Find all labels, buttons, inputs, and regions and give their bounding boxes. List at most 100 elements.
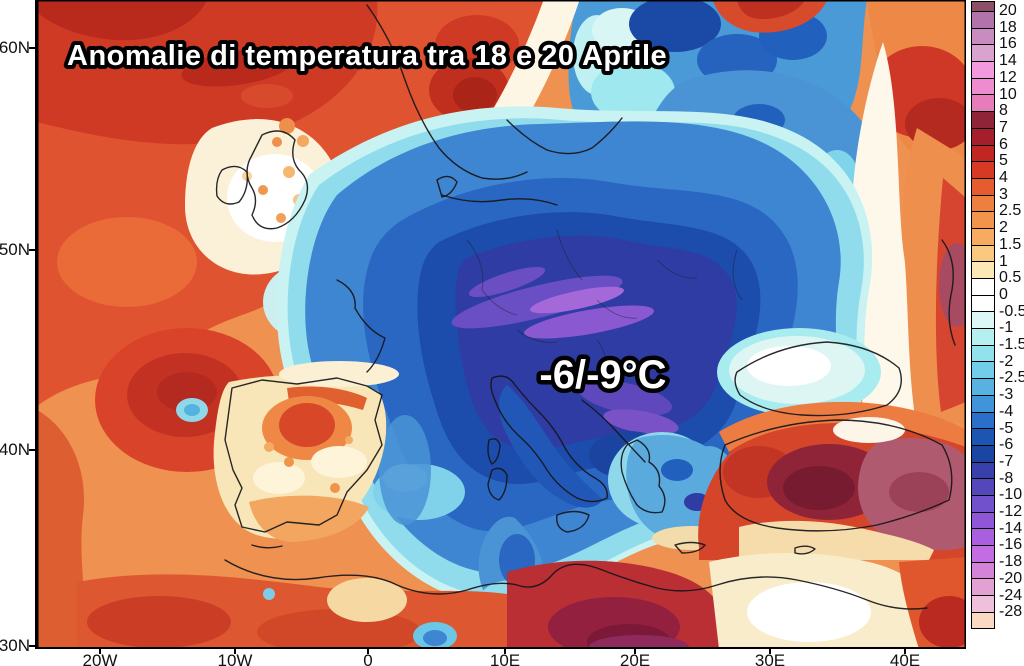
colorbar-segment bbox=[972, 344, 994, 362]
longitude-axis-line bbox=[35, 647, 966, 649]
colorbar-tick-label: 3 bbox=[999, 185, 1008, 203]
lat-tick bbox=[29, 645, 36, 647]
colorbar-tick-label: -5 bbox=[999, 419, 1014, 437]
colorbar-segment bbox=[972, 111, 994, 128]
colorbar-tick-label: 0 bbox=[999, 285, 1008, 303]
black-sea-region bbox=[717, 328, 881, 416]
colorbar-segment bbox=[972, 545, 994, 562]
colorbar-tick-label: 8 bbox=[999, 102, 1008, 120]
colorbar-tick-label: -7 bbox=[999, 452, 1014, 470]
colorbar-tick-label: 1.5 bbox=[999, 235, 1022, 253]
coastlines bbox=[215, 4, 956, 610]
colorbar-segment bbox=[972, 77, 994, 95]
colorbar-tick-label: -20 bbox=[999, 569, 1023, 587]
colorbar-segment bbox=[972, 294, 994, 312]
colorbar-tick-label: -1 bbox=[999, 319, 1014, 337]
colorbar bbox=[971, 1, 995, 630]
colorbar-segment bbox=[972, 127, 994, 145]
colorbar-tick-label: -28 bbox=[999, 603, 1023, 621]
colorbar-segment bbox=[972, 611, 994, 629]
lon-tick bbox=[234, 647, 236, 654]
colorbar-tick-label: 14 bbox=[999, 52, 1017, 70]
colorbar-tick-label: -14 bbox=[999, 519, 1023, 537]
lon-tick bbox=[769, 647, 771, 654]
lat-label: 40N bbox=[0, 440, 30, 459]
colorbar-tick-label: 20 bbox=[999, 2, 1017, 19]
colorbar-segment bbox=[972, 278, 994, 295]
colorbar-segment bbox=[972, 177, 994, 195]
lon-label: 30E bbox=[754, 651, 786, 666]
colorbar-segment bbox=[972, 94, 994, 112]
colorbar-segment bbox=[972, 461, 994, 479]
colorbar-segment bbox=[972, 144, 994, 162]
colorbar-segment bbox=[972, 478, 994, 495]
colorbar-segment bbox=[972, 528, 994, 545]
colorbar-segment bbox=[972, 194, 994, 212]
colorbar-segment bbox=[972, 494, 994, 512]
colorbar-tick-label: 2.5 bbox=[999, 202, 1022, 220]
colorbar-segment bbox=[972, 578, 994, 596]
lon-tick bbox=[634, 647, 636, 654]
colorbar-tick-label: 7 bbox=[999, 118, 1008, 136]
colorbar-tick-label: -16 bbox=[999, 536, 1023, 554]
colorbar-tick-label: -12 bbox=[999, 503, 1023, 520]
colorbar-tick-label: -0.5 bbox=[999, 302, 1024, 320]
colorbar-segment bbox=[972, 311, 994, 329]
colorbar-tick-label: 5 bbox=[999, 152, 1008, 170]
colorbar-segment bbox=[972, 211, 994, 228]
colorbar-segment bbox=[972, 11, 994, 28]
lat-tick bbox=[29, 249, 36, 251]
map-title: Anomalie di temperatura tra 18 e 20 Apri… bbox=[67, 40, 667, 72]
colorbar-segment bbox=[972, 511, 994, 529]
colorbar-tick-label: 16 bbox=[999, 35, 1017, 53]
colorbar-tick-label: 2 bbox=[999, 219, 1008, 237]
colorbar-segment bbox=[972, 61, 994, 78]
lon-label: 0 bbox=[363, 651, 373, 666]
colorbar-tick-label: -8 bbox=[999, 469, 1014, 487]
colorbar-tick-label: -6 bbox=[999, 436, 1014, 454]
colorbar-segment bbox=[972, 595, 994, 612]
colorbar-tick-label: -24 bbox=[999, 586, 1023, 604]
colorbar-segment bbox=[972, 394, 994, 412]
colorbar-tick-label: -3 bbox=[999, 386, 1014, 404]
lon-tick bbox=[367, 647, 369, 654]
colorbar-segment bbox=[972, 227, 994, 245]
lat-tick bbox=[29, 449, 36, 451]
lat-label: 50N bbox=[0, 240, 30, 259]
lat-label: 30N bbox=[0, 636, 30, 655]
iberia-region bbox=[176, 361, 399, 542]
colorbar-segment bbox=[972, 261, 994, 278]
colorbar-segment bbox=[972, 27, 994, 45]
colorbar-segment bbox=[972, 161, 994, 178]
colorbar-segment bbox=[972, 444, 994, 462]
colorbar-segment bbox=[972, 2, 994, 11]
colorbar-tick-label: 4 bbox=[999, 169, 1008, 186]
colorbar-tick-label: -4 bbox=[999, 402, 1014, 420]
latitude-axis-line bbox=[35, 0, 37, 649]
colorbar-tick-label: 1 bbox=[999, 252, 1008, 270]
colorbar-tick-label: 18 bbox=[999, 18, 1017, 36]
colorbar-tick-label: -2.5 bbox=[999, 369, 1024, 387]
colorbar-segment bbox=[972, 411, 994, 429]
colorbar-segment bbox=[972, 378, 994, 395]
temperature-annotation: -6/-9°C bbox=[539, 353, 666, 397]
colorbar-segment bbox=[972, 328, 994, 345]
lon-tick bbox=[504, 647, 506, 654]
colorbar-tick-label: -10 bbox=[999, 486, 1023, 504]
colorbar-tick-label: 12 bbox=[999, 68, 1017, 86]
lon-label: 20W bbox=[82, 651, 118, 666]
temperature-anomaly-map: Anomalie di temperatura tra 18 e 20 Apri… bbox=[37, 0, 966, 649]
transition-band-east bbox=[851, 42, 966, 432]
colorbar-tick-label: 10 bbox=[999, 85, 1017, 103]
country-borders bbox=[466, 229, 743, 381]
lon-label: 10E bbox=[489, 651, 521, 666]
colorbar-segment bbox=[972, 244, 994, 262]
lon-label: 20E bbox=[619, 651, 651, 666]
lat-tick bbox=[29, 47, 36, 49]
colorbar-segment bbox=[972, 428, 994, 445]
lon-tick bbox=[904, 647, 906, 654]
colorbar-tick-label: 0.5 bbox=[999, 269, 1022, 287]
colorbar-segment bbox=[972, 361, 994, 379]
colorbar-tick-label: -1.5 bbox=[999, 336, 1024, 353]
